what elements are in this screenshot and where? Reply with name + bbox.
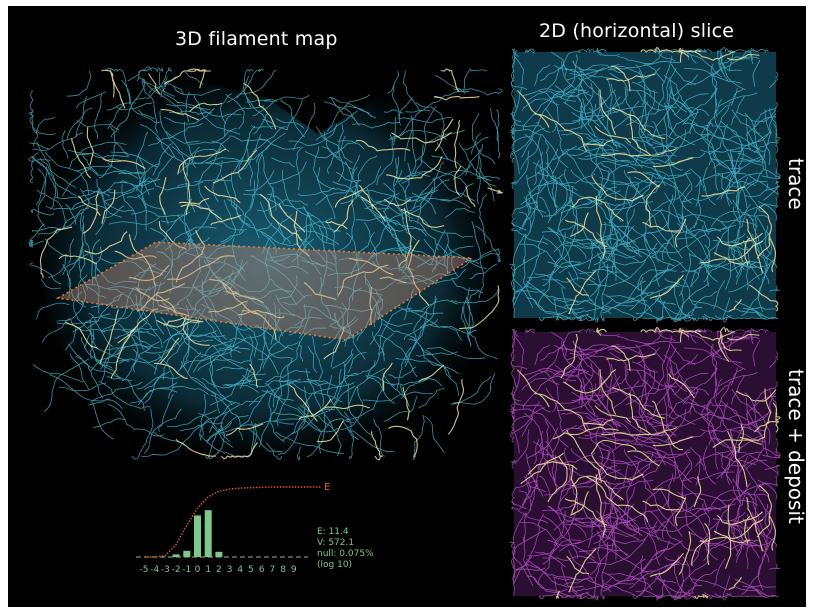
histogram-inset: E -5 -4 -3 -2 -1 0 1 2 3 4 5 6 7 8 9 E: 11.4 V: 572.1 … xyxy=(136,482,374,575)
title-2d-slice: 2D (horizontal) slice xyxy=(539,20,735,42)
tick-label: 5 xyxy=(248,565,254,575)
histogram-bar xyxy=(215,551,223,557)
filament-highlights xyxy=(516,327,781,600)
tick-label: 4 xyxy=(237,565,243,575)
filament-visualization: E -5 -4 -3 -2 -1 0 1 2 3 4 5 6 7 8 9 E: 11.4 V: 572.1 … xyxy=(28,47,781,601)
stat-log-scale: (log 10) xyxy=(317,560,352,570)
tick-label: -4 xyxy=(150,565,159,575)
curve-label: E xyxy=(324,482,330,493)
filament-network-trace xyxy=(509,47,781,323)
tick-label: 7 xyxy=(270,565,276,575)
stat-null: null: 0.075% xyxy=(317,549,374,559)
title-3d-filament-map: 3D filament map xyxy=(175,28,338,50)
stat-energy: E: 11.4 xyxy=(317,527,349,537)
tick-label: 6 xyxy=(259,565,265,575)
tick-label: 1 xyxy=(205,565,211,575)
label-trace-deposit: trace + deposit xyxy=(784,369,806,524)
tick-label: 9 xyxy=(291,565,297,575)
tick-label: -5 xyxy=(140,565,149,575)
tick-label: -3 xyxy=(161,565,170,575)
histogram-bar xyxy=(172,554,180,557)
stat-volume: V: 572.1 xyxy=(317,538,354,548)
figure-frame: E -5 -4 -3 -2 -1 0 1 2 3 4 5 6 7 8 9 E: 11.4 V: 572.1 … xyxy=(8,6,806,607)
tick-label: 2 xyxy=(216,565,222,575)
histogram-bar xyxy=(194,515,201,557)
histogram-bar xyxy=(204,510,212,557)
cumulative-curve xyxy=(144,486,322,558)
slice-plane xyxy=(55,241,475,341)
filament-strands xyxy=(509,47,781,323)
tick-label: 3 xyxy=(227,565,233,575)
filament-strands xyxy=(509,327,781,601)
histogram-bar xyxy=(183,550,191,557)
filament-network-deposit xyxy=(509,327,781,601)
tick-label: -2 xyxy=(172,565,181,575)
filament-network-3d xyxy=(28,66,504,461)
filament-highlights xyxy=(516,47,779,315)
tick-label: 8 xyxy=(280,565,286,575)
filament-highlights xyxy=(39,68,504,461)
label-trace: trace xyxy=(784,158,806,210)
tick-label: -1 xyxy=(182,565,191,575)
tick-label: 0 xyxy=(195,565,201,575)
